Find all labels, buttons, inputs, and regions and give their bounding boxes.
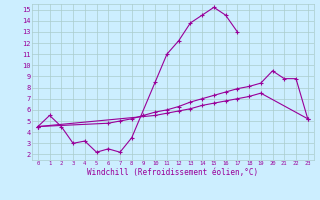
X-axis label: Windchill (Refroidissement éolien,°C): Windchill (Refroidissement éolien,°C) (87, 168, 258, 177)
